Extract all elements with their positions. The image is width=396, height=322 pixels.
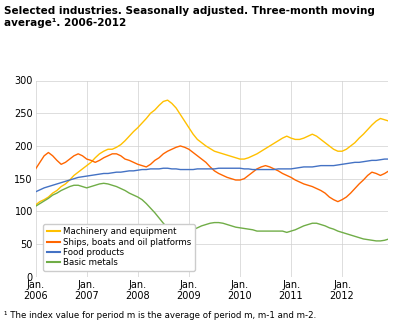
Text: Selected industries. Seasonally adjusted. Three-month moving
average¹. 2006-2012: Selected industries. Seasonally adjusted… (4, 6, 375, 28)
Legend: Machinery and equipment, Ships, boats and oil platforms, Food products, Basic me: Machinery and equipment, Ships, boats an… (44, 224, 195, 271)
Text: ¹ The index value for period m is the average of period m, m-1 and m-2.: ¹ The index value for period m is the av… (4, 311, 316, 320)
